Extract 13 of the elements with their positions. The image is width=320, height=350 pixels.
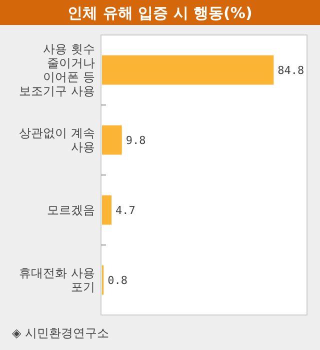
bar bbox=[102, 195, 112, 225]
chart-title: 인체 유해 입증 시 행동(%) bbox=[68, 4, 252, 22]
y-tick-label: 상관없이 계속 사용 bbox=[19, 126, 95, 154]
data-label: 9.8 bbox=[126, 134, 146, 147]
data-label: 4.7 bbox=[116, 204, 136, 217]
bar bbox=[102, 55, 274, 85]
bar bbox=[102, 125, 122, 155]
y-tick-label: 모르겠음 bbox=[47, 203, 95, 217]
data-label: 84.8 bbox=[278, 64, 304, 77]
data-label: 0.8 bbox=[108, 274, 128, 287]
text: ◈ 시민환경연구소 bbox=[12, 326, 110, 340]
y-tick-label: 휴대전화 사용 포기 bbox=[19, 266, 95, 294]
y-tick-label: 사용 횟수 줄이거나 이어폰 등 보조기구 사용 bbox=[19, 42, 95, 98]
